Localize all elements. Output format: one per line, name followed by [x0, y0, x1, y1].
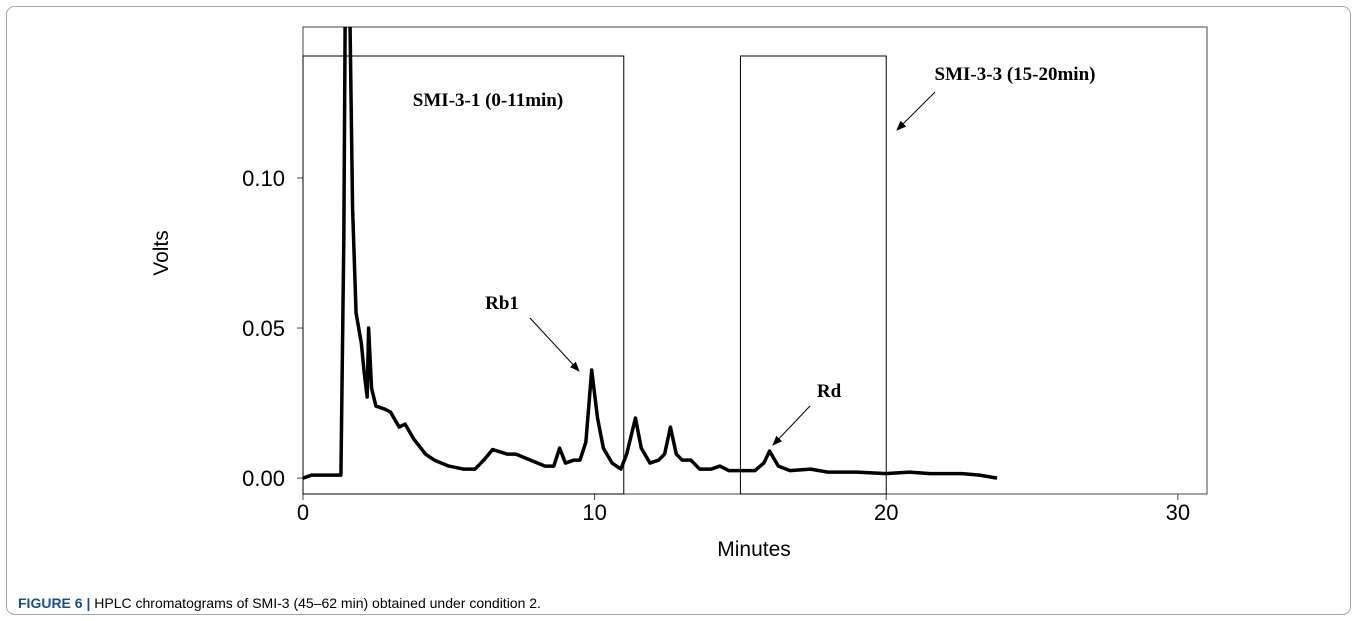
arrow: [896, 91, 936, 131]
x-tick-label: 30: [1166, 500, 1190, 525]
figure-frame: [6, 6, 1351, 615]
x-axis-label: Minutes: [717, 538, 791, 561]
caption-label: FIGURE 6 |: [18, 595, 90, 611]
y-tick-label: 0.10: [242, 166, 285, 191]
y-axis-label: Volts: [150, 230, 173, 276]
x-tick-label: 0: [297, 500, 309, 525]
arrow: [772, 405, 811, 446]
y-tick-label: 0.00: [242, 466, 285, 491]
caption: FIGURE 6 | HPLC chromatograms of SMI-3 (…: [18, 595, 541, 611]
annotation: Rd: [817, 381, 842, 402]
region-box: [302, 55, 625, 495]
caption-text: HPLC chromatograms of SMI-3 (45–62 min) …: [94, 595, 541, 611]
x-tick-label: 10: [582, 500, 606, 525]
region-label: SMI-3-1 (0-11min): [413, 90, 563, 111]
x-tick-label: 20: [874, 500, 898, 525]
arrow: [529, 317, 580, 372]
chromatogram-line: [303, 27, 998, 480]
annotation: Rb1: [485, 293, 519, 314]
region-label: SMI-3-3 (15-20min): [935, 64, 1096, 85]
region-box: [739, 55, 887, 495]
y-tick-label: 0.05: [242, 316, 285, 341]
